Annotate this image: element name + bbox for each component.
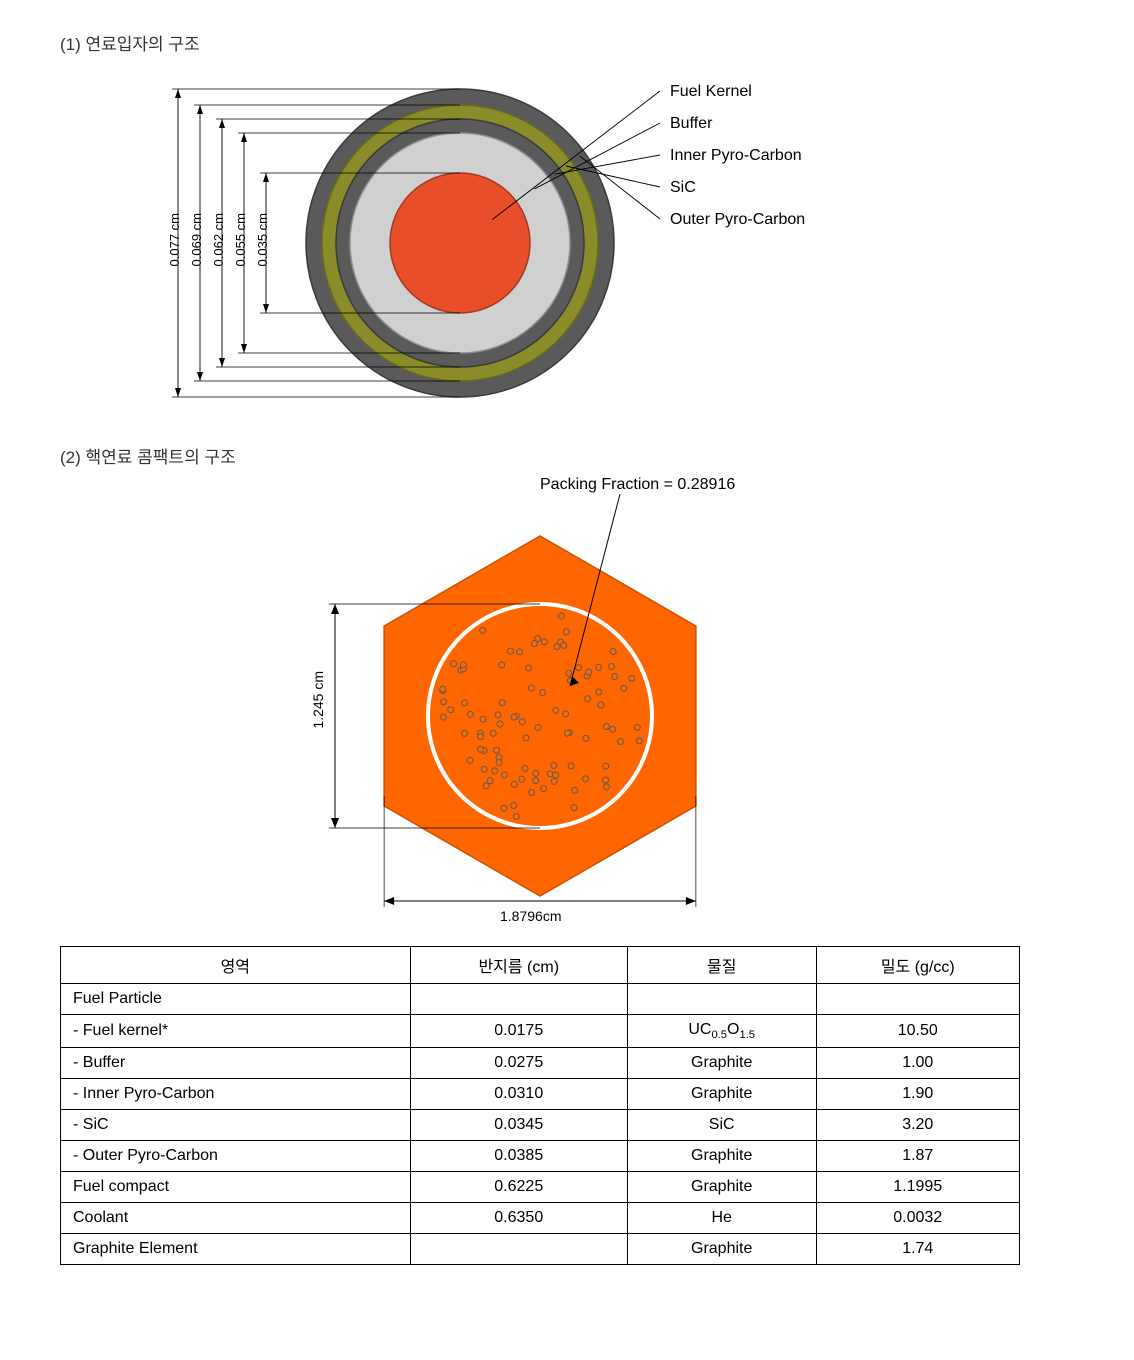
table-cell: SiC	[627, 1110, 816, 1141]
table-cell: 0.0032	[816, 1203, 1019, 1234]
dimension-label: 0.062 cm	[211, 213, 226, 266]
table-cell: Fuel Particle	[61, 984, 411, 1015]
table-cell: Graphite	[627, 1141, 816, 1172]
table-cell: - Outer Pyro-Carbon	[61, 1141, 411, 1172]
table-cell: 0.6350	[410, 1203, 627, 1234]
table-cell	[627, 984, 816, 1015]
circle-diameter-label: 1.245 cm	[310, 671, 326, 729]
table-cell: 0.0385	[410, 1141, 627, 1172]
hex-compact-svg	[360, 516, 720, 916]
section2-title: (2) 핵연료 콤팩트의 구조	[60, 443, 1074, 468]
table-cell: 3.20	[816, 1110, 1019, 1141]
table-cell: - Inner Pyro-Carbon	[61, 1079, 411, 1110]
packing-fraction-label: Packing Fraction = 0.28916	[540, 476, 735, 494]
table-cell: 1.00	[816, 1048, 1019, 1079]
particle-cross-section	[290, 73, 630, 413]
table-cell: Graphite	[627, 1079, 816, 1110]
table-cell: 1.74	[816, 1234, 1019, 1265]
table-cell: Graphite	[627, 1172, 816, 1203]
table-cell: 0.0275	[410, 1048, 627, 1079]
properties-table: 영역반지름 (cm)물질밀도 (g/cc) Fuel Particle - Fu…	[60, 946, 1020, 1265]
table-cell	[410, 984, 627, 1015]
table-cell: Fuel compact	[61, 1172, 411, 1203]
table-cell: 10.50	[816, 1015, 1019, 1048]
table-row: Graphite Element Graphite1.74	[61, 1234, 1020, 1265]
dimension-label: 0.069 cm	[189, 213, 204, 266]
table-row: - Buffer0.0275Graphite1.00	[61, 1048, 1020, 1079]
table-header: 영역	[61, 947, 411, 984]
layer-label: Inner Pyro-Carbon	[670, 147, 802, 165]
table-cell: Graphite	[627, 1234, 816, 1265]
table-cell: He	[627, 1203, 816, 1234]
layer-label: Buffer	[670, 115, 712, 133]
table-cell: - SiC	[61, 1110, 411, 1141]
fuel-compact-diagram: Packing Fraction = 0.28916 1.245 cm 1.87…	[230, 476, 1074, 936]
table-cell: 1.1995	[816, 1172, 1019, 1203]
table-cell: 0.0310	[410, 1079, 627, 1110]
table-cell: 0.6225	[410, 1172, 627, 1203]
layer-label: SiC	[670, 179, 696, 197]
dimension-label: 0.035 cm	[255, 213, 270, 266]
table-cell: 0.0175	[410, 1015, 627, 1048]
table-cell: UC0.5O1.5	[627, 1015, 816, 1048]
table-cell: 1.90	[816, 1079, 1019, 1110]
layer-label: Outer Pyro-Carbon	[670, 211, 805, 229]
table-row: - Inner Pyro-Carbon0.0310Graphite1.90	[61, 1079, 1020, 1110]
hex-width-label: 1.8796cm	[500, 908, 561, 924]
table-header: 밀도 (g/cc)	[816, 947, 1019, 984]
fuel-particle-diagram: 0.077 cm 0.069 cm 0.062 cm 0.055 cm 0.035 cm…	[160, 63, 1074, 443]
table-cell	[410, 1234, 627, 1265]
table-cell: - Buffer	[61, 1048, 411, 1079]
table-row: Fuel compact0.6225Graphite1.1995	[61, 1172, 1020, 1203]
table-cell: 0.0345	[410, 1110, 627, 1141]
table-header: 물질	[627, 947, 816, 984]
table-cell: Coolant	[61, 1203, 411, 1234]
table-cell: Graphite Element	[61, 1234, 411, 1265]
table-row: - Fuel kernel*0.0175UC0.5O1.510.50	[61, 1015, 1020, 1048]
layer-label: Fuel Kernel	[670, 83, 752, 101]
table-cell: Graphite	[627, 1048, 816, 1079]
table-header: 반지름 (cm)	[410, 947, 627, 984]
section1-title: (1) 연료입자의 구조	[60, 30, 1074, 55]
table-row: Coolant0.6350He0.0032	[61, 1203, 1020, 1234]
table-row: Fuel Particle	[61, 984, 1020, 1015]
dimension-label: 0.055 cm	[233, 213, 248, 266]
dimension-label: 0.077 cm	[167, 213, 182, 266]
table-row: - Outer Pyro-Carbon0.0385Graphite1.87	[61, 1141, 1020, 1172]
table-cell: - Fuel kernel*	[61, 1015, 411, 1048]
table-row: - SiC0.0345SiC3.20	[61, 1110, 1020, 1141]
table-cell	[816, 984, 1019, 1015]
table-cell: 1.87	[816, 1141, 1019, 1172]
